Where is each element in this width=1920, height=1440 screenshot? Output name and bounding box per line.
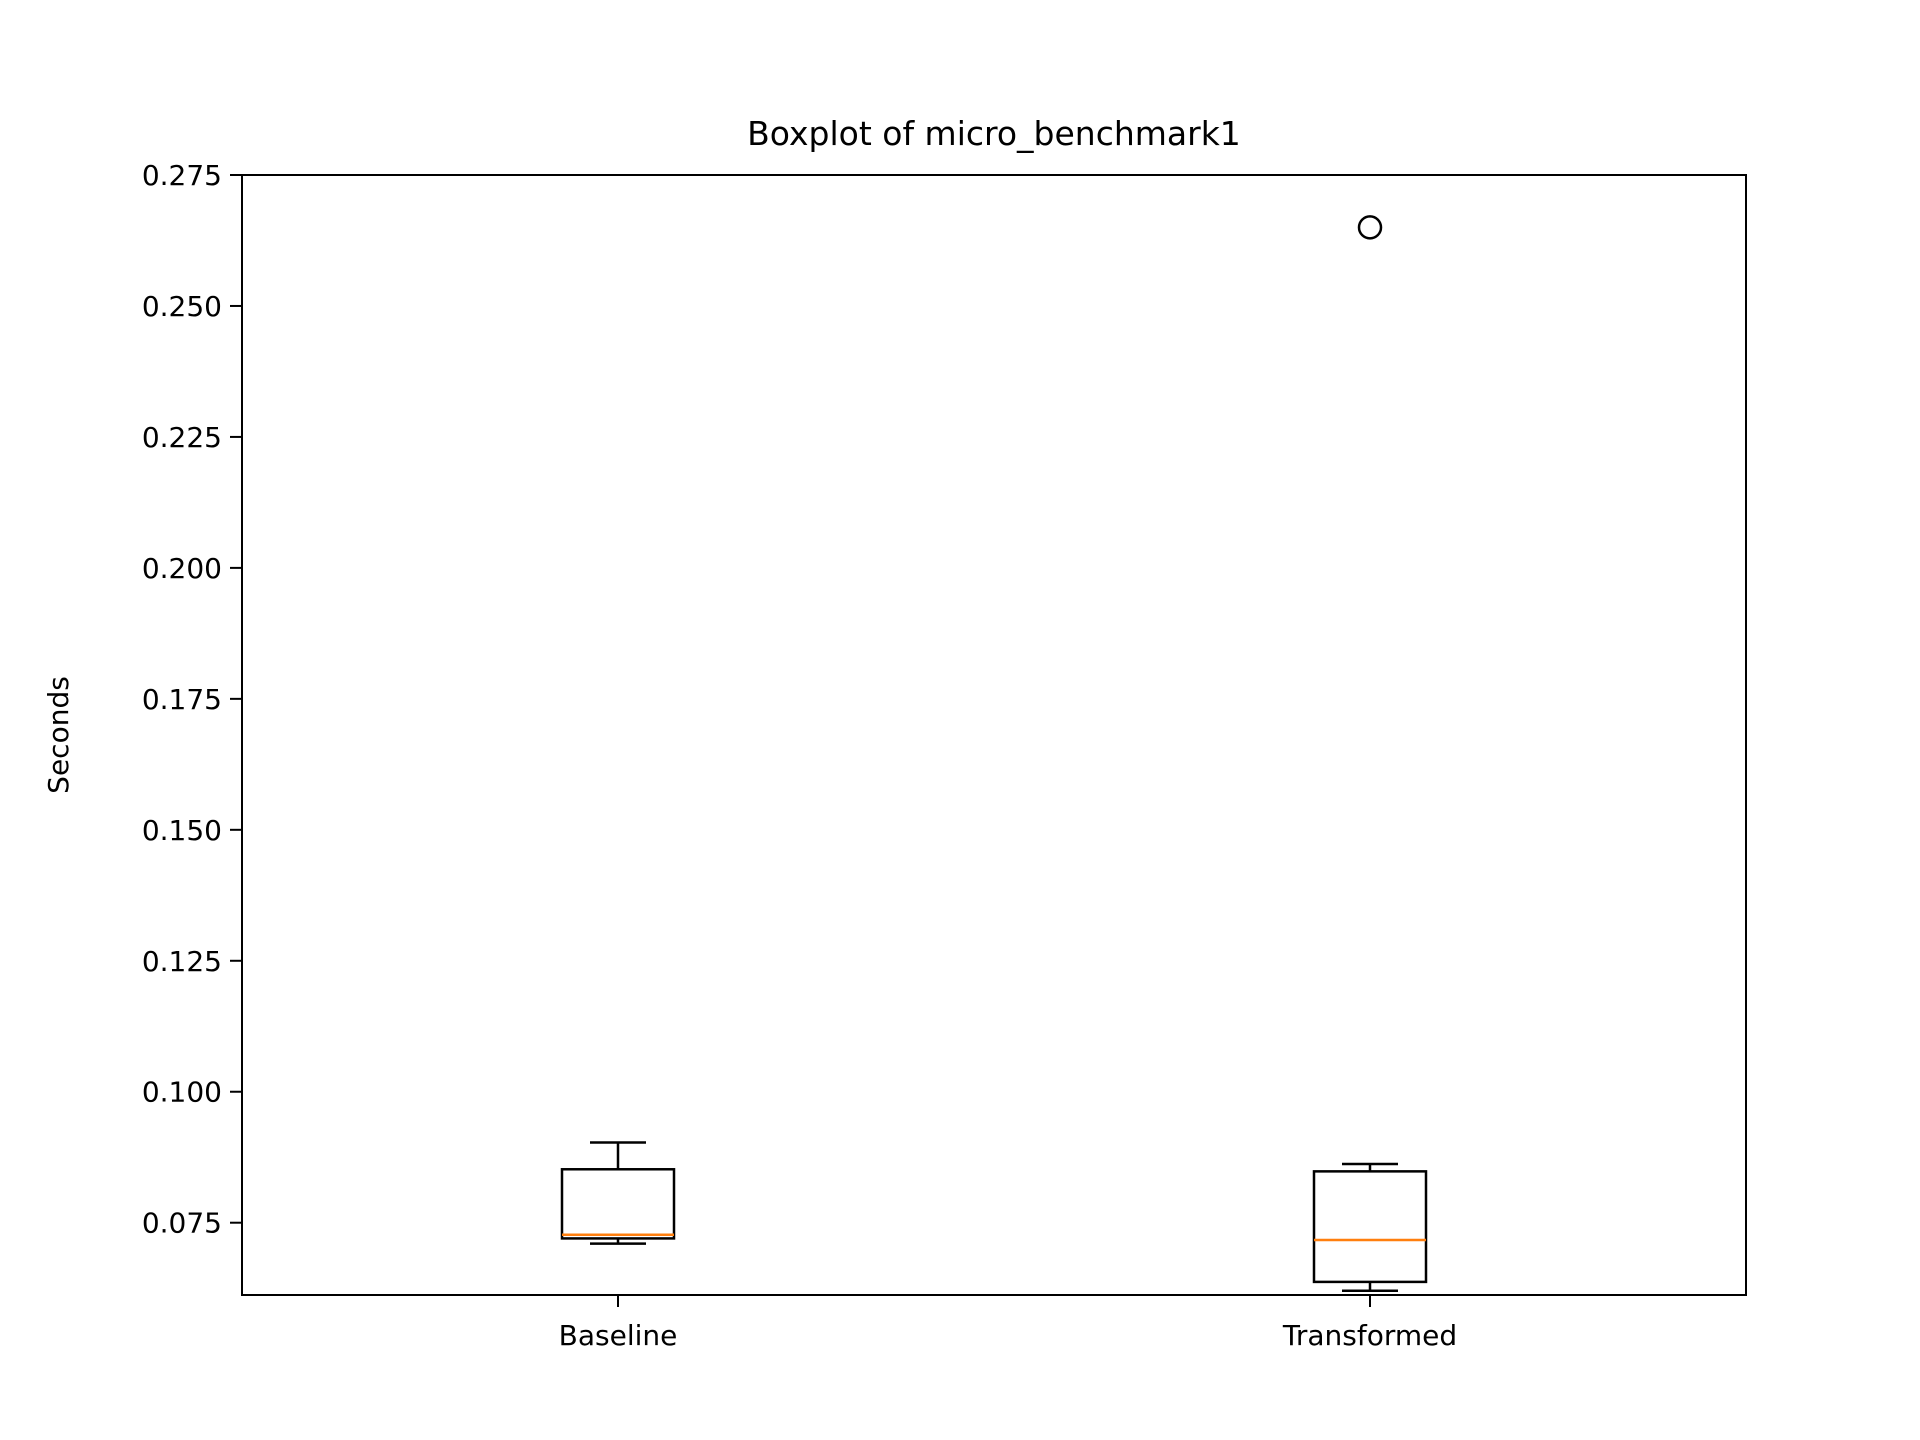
y-tick-label: 0.125 xyxy=(142,945,222,978)
y-tick-label: 0.200 xyxy=(142,552,222,585)
outlier-point xyxy=(1357,215,1383,240)
y-tick-label: 0.100 xyxy=(142,1076,222,1109)
plot-marks xyxy=(560,215,1428,1293)
iqr-box xyxy=(560,1168,676,1240)
axis-ticks: 0.075 0.100 0.125 0.150 0.175 0.200 0.225 0.250… xyxy=(142,159,1457,1352)
x-tick-label: Baseline xyxy=(559,1319,678,1352)
y-tick-label: 0.075 xyxy=(142,1207,222,1240)
chart-title: Boxplot of micro_benchmark1 xyxy=(747,114,1241,153)
y-tick-label: 0.150 xyxy=(142,814,222,847)
y-tick-label: 0.275 xyxy=(142,159,222,192)
plot-frame xyxy=(241,174,1747,1296)
y-tick-label: 0.225 xyxy=(142,421,222,454)
box-group xyxy=(560,1141,676,1245)
iqr-box xyxy=(1312,1170,1428,1284)
x-tick-label: Transformed xyxy=(1282,1319,1457,1352)
y-axis-label: Seconds xyxy=(42,676,75,794)
y-tick-label: 0.175 xyxy=(142,683,222,716)
box-group xyxy=(1312,215,1428,1293)
y-tick-label: 0.250 xyxy=(142,290,222,323)
